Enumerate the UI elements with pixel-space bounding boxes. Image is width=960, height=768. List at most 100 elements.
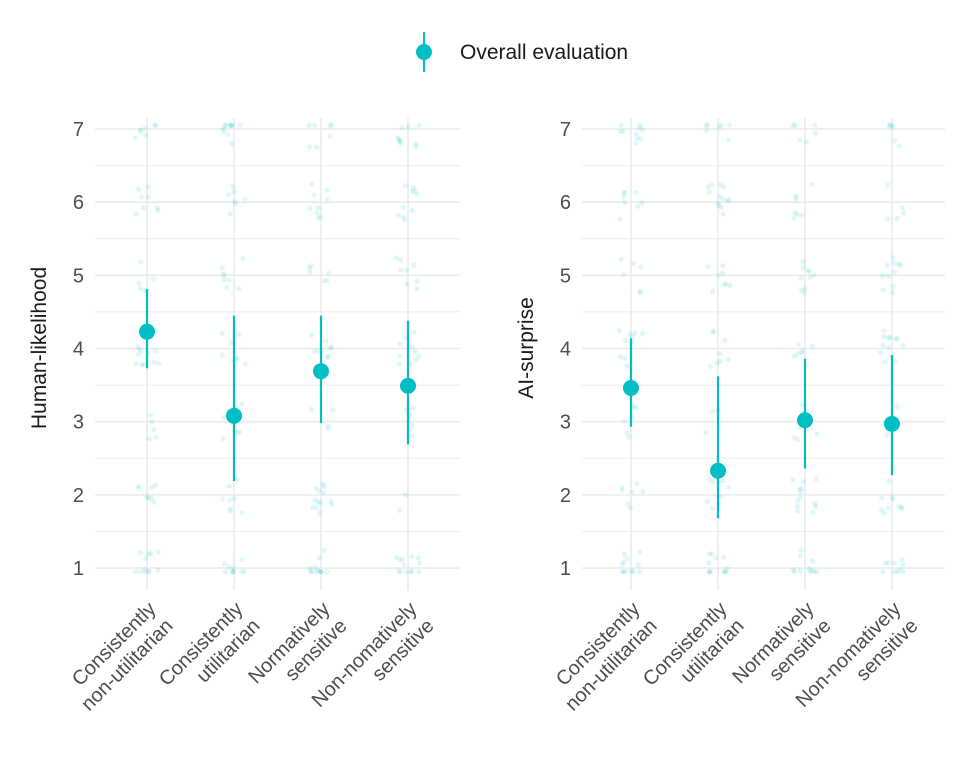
jitter-point xyxy=(890,289,896,295)
jitter-point xyxy=(416,353,422,359)
jitter-point xyxy=(884,432,890,439)
jitter-point xyxy=(801,290,808,296)
jitter-point xyxy=(619,561,625,567)
legend-label: Overall evaluation xyxy=(460,41,629,64)
jitter-point xyxy=(150,276,156,282)
jitter-point xyxy=(706,551,712,557)
y-tick-label: 4 xyxy=(560,339,571,361)
jitter-point xyxy=(410,188,416,194)
jitter-point xyxy=(236,286,242,292)
jitter-point xyxy=(153,482,159,488)
jitter-point xyxy=(790,122,796,128)
mean-point xyxy=(313,363,329,380)
jitter-point xyxy=(890,496,896,502)
jitter-point xyxy=(226,277,232,283)
jitter-point xyxy=(640,488,646,495)
jitter-point xyxy=(796,486,802,493)
jitter-point xyxy=(309,181,315,187)
jitter-point xyxy=(136,485,142,492)
jitter-point xyxy=(224,284,230,291)
jitter-point xyxy=(138,127,144,133)
jitter-point xyxy=(709,182,715,188)
jitter-point xyxy=(798,489,804,495)
jitter-point xyxy=(618,128,624,135)
jitter-point xyxy=(884,262,890,268)
jitter-point xyxy=(725,137,732,143)
jitter-point xyxy=(637,288,643,295)
jitter-point xyxy=(241,569,247,575)
jitter-point xyxy=(625,501,631,507)
jitter-point xyxy=(885,505,891,511)
jitter-point xyxy=(617,353,623,360)
jitter-point xyxy=(328,122,334,128)
jitter-point xyxy=(143,556,149,562)
mean-point xyxy=(623,380,639,397)
jitter-point xyxy=(151,499,157,505)
jitter-point xyxy=(624,430,630,436)
jitter-point xyxy=(223,122,229,128)
jitter-point xyxy=(242,196,248,202)
jitter-point xyxy=(637,569,643,575)
jitter-point xyxy=(884,216,890,222)
jitter-point xyxy=(620,569,626,575)
jitter-point xyxy=(899,505,905,512)
jitter-point xyxy=(221,128,227,134)
jitter-point xyxy=(307,565,313,571)
jitter-point xyxy=(709,408,716,414)
jitter-point xyxy=(410,405,417,411)
jitter-point xyxy=(327,122,333,128)
jitter-point xyxy=(235,430,241,436)
jitter-point xyxy=(221,276,227,283)
jitter-point xyxy=(138,194,145,200)
jitter-point xyxy=(880,342,886,349)
jitter-point xyxy=(621,559,627,565)
jitter-point xyxy=(140,569,147,575)
jitter-point xyxy=(414,278,420,284)
jitter-point xyxy=(221,561,227,567)
jitter-point xyxy=(900,569,906,575)
jitter-point xyxy=(231,189,237,195)
jitter-point xyxy=(725,484,731,490)
jitter-point xyxy=(154,205,160,211)
x-category-label: Consistentlynon-utilitarian xyxy=(544,598,661,715)
panel-1: 1 2 3 4 5 6 7 Human-likelihood Consistentlynon-u… xyxy=(28,118,460,715)
jitter-point xyxy=(313,569,319,575)
jitter-point xyxy=(315,348,321,354)
jitter-point xyxy=(795,350,801,356)
y-tick-label: 6 xyxy=(73,192,84,214)
jitter-point xyxy=(227,122,233,128)
jitter-point xyxy=(889,124,896,130)
jitter-point xyxy=(725,356,732,363)
jitter-point xyxy=(716,124,722,130)
jitter-point xyxy=(797,495,803,501)
y-tick-label: 1 xyxy=(73,558,84,580)
mean-point xyxy=(710,462,726,479)
jitter-point xyxy=(794,504,801,510)
jitter-point xyxy=(715,272,721,278)
jitter-point xyxy=(621,189,628,195)
jitter-point xyxy=(409,433,416,439)
jitter-point xyxy=(409,553,415,560)
jitter-point xyxy=(228,122,235,128)
jitter-point xyxy=(886,273,892,280)
jitter-point xyxy=(709,506,716,512)
jitter-point xyxy=(885,182,891,188)
jitter-point xyxy=(629,568,635,574)
jitter-point xyxy=(620,194,627,200)
jitter-point xyxy=(416,569,422,575)
jitter-point xyxy=(790,567,796,573)
jitter-point xyxy=(137,286,143,292)
jitter-point xyxy=(886,122,893,128)
jitter-point xyxy=(638,136,644,142)
jitter-point xyxy=(137,259,144,265)
jitter-point xyxy=(227,508,234,514)
jitter-point xyxy=(232,198,238,204)
jitter-point xyxy=(412,188,418,194)
jitter-point xyxy=(152,348,158,354)
jitter-point xyxy=(230,565,236,572)
jitter-point xyxy=(394,134,400,141)
jitter-point xyxy=(135,186,142,193)
jitter-point xyxy=(228,340,234,346)
jitter-point xyxy=(891,260,897,266)
